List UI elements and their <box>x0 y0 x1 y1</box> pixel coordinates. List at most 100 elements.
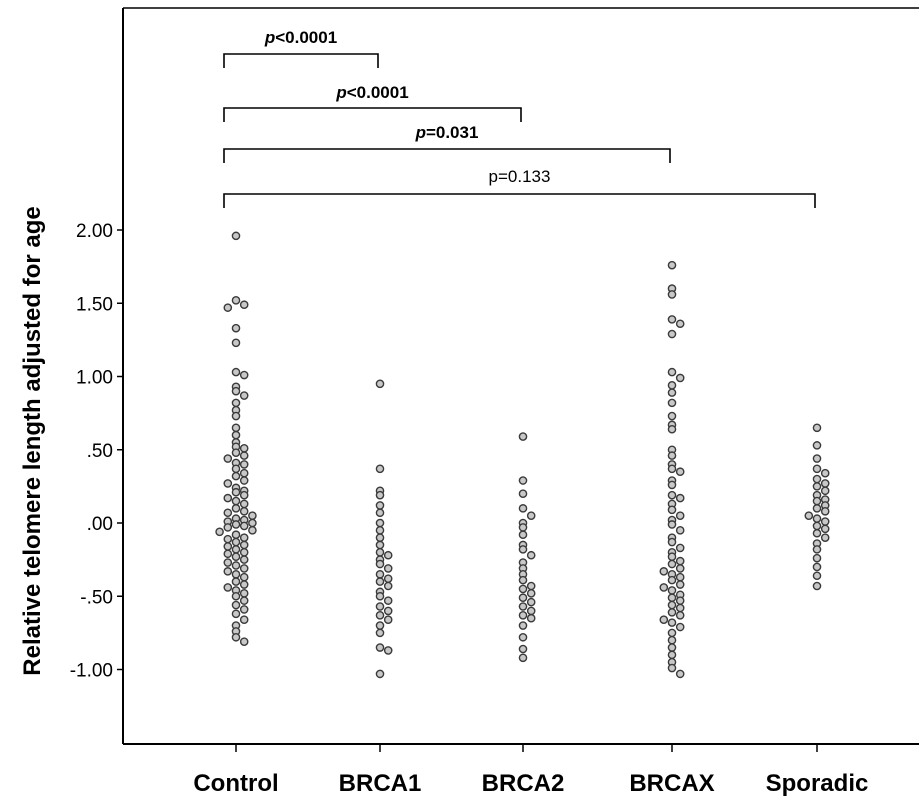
data-point-control <box>223 534 233 544</box>
data-point-brca1 <box>383 615 393 624</box>
data-point-control <box>239 391 249 400</box>
data-point-control <box>231 632 241 642</box>
data-point-control <box>231 430 241 440</box>
data-point-sporadic <box>812 454 822 463</box>
axes <box>117 7 919 752</box>
data-point-control <box>248 511 257 520</box>
data-point-control <box>239 596 249 605</box>
data-point-brcax <box>675 373 685 383</box>
data-point-brcax <box>667 600 677 610</box>
data-point-brcax <box>667 552 677 561</box>
data-point-brca1 <box>375 591 385 601</box>
data-point-brcax <box>667 424 677 434</box>
y-tick-label: .00 <box>87 514 113 535</box>
data-point-control <box>231 386 241 396</box>
data-point-sporadic <box>820 524 830 534</box>
y-tick-label: -.50 <box>80 587 113 608</box>
data-point-brca1 <box>375 540 385 550</box>
data-point-control <box>231 338 241 348</box>
data-point-brca1 <box>383 574 393 583</box>
data-point-brca1 <box>375 621 385 630</box>
data-point-brca1 <box>375 548 385 557</box>
data-point-brca1 <box>375 379 385 389</box>
data-point-brca2 <box>518 621 528 630</box>
data-point-brcax <box>667 329 677 339</box>
data-point-brca1 <box>383 564 393 573</box>
data-point-brca1 <box>375 533 385 542</box>
data-point-brca2 <box>518 523 528 532</box>
data-point-control <box>231 323 241 333</box>
data-point-control <box>231 296 241 305</box>
data-point-control <box>231 569 241 579</box>
data-point-control <box>231 591 241 601</box>
data-point-brcax <box>675 319 685 329</box>
data-point-control <box>239 564 249 573</box>
data-point-brca1 <box>375 577 385 586</box>
data-point-control <box>223 549 233 559</box>
data-point-brca2 <box>526 581 536 591</box>
data-point-control <box>231 496 241 506</box>
data-point-control <box>239 589 249 598</box>
x-category-label: BRCA1 <box>339 770 422 797</box>
data-point-brca2 <box>518 545 528 554</box>
data-point-control <box>239 506 249 516</box>
data-point-sporadic <box>812 423 822 433</box>
data-point-control <box>248 518 257 528</box>
data-point-control <box>223 493 233 503</box>
data-point-control <box>215 527 224 537</box>
data-point-control <box>231 487 241 497</box>
data-point-control <box>239 370 249 380</box>
data-point-brcax <box>667 618 677 627</box>
data-point-control <box>231 609 241 619</box>
data-point-sporadic <box>812 464 822 474</box>
data-point-control <box>239 490 249 500</box>
x-category-label: BRCAX <box>629 770 714 797</box>
comparison-p-value: p=0.031 <box>415 123 479 142</box>
data-point-control <box>239 451 249 460</box>
data-point-sporadic <box>812 553 822 563</box>
data-point-control <box>223 454 233 463</box>
data-point-brca2 <box>518 584 528 594</box>
data-point-brcax <box>667 315 677 324</box>
data-point-brca1 <box>375 559 385 569</box>
data-point-control <box>231 471 241 481</box>
comparison-p-value: p<0.0001 <box>335 83 408 102</box>
data-point-brcax <box>667 663 677 673</box>
data-point-brca1 <box>375 464 385 474</box>
data-point-brca1 <box>375 643 385 652</box>
data-point-brca2 <box>526 511 536 520</box>
data-point-brca1 <box>375 508 385 518</box>
x-category-label: Control <box>193 770 278 797</box>
data-point-brcax <box>667 559 677 569</box>
data-point-brca2 <box>526 613 536 623</box>
data-point-brca1 <box>375 569 385 579</box>
data-point-brcax <box>667 520 677 529</box>
data-point-control <box>239 476 249 485</box>
data-point-brcax <box>667 367 677 377</box>
data-point-control <box>231 231 241 241</box>
significance-brackets <box>223 53 816 208</box>
data-point-brcax <box>675 556 685 566</box>
data-point-control <box>239 555 249 564</box>
data-point-brca1 <box>375 669 385 679</box>
data-point-brcax <box>659 615 669 624</box>
data-point-control <box>239 443 249 453</box>
y-tick-label: 1.00 <box>76 368 113 389</box>
comparison-bracket <box>223 148 671 163</box>
data-point-sporadic <box>820 533 830 542</box>
data-point-brca2 <box>526 606 536 616</box>
data-point-brcax <box>667 586 677 595</box>
data-point-brcax <box>675 622 685 632</box>
data-point-brca1 <box>375 490 385 500</box>
data-point-brca2 <box>518 489 528 499</box>
data-point-control <box>231 530 241 540</box>
data-point-brcax <box>667 505 677 515</box>
data-point-brca1 <box>383 646 393 655</box>
data-point-control <box>223 583 233 592</box>
data-point-brcax <box>667 398 677 408</box>
data-point-brca2 <box>518 593 528 603</box>
data-point-control <box>231 545 241 554</box>
data-point-sporadic <box>812 521 822 531</box>
axis-labels: 2.00 1.50 1.00 .50 .00 -.50 -1.00 Control BRCA1 B… <box>19 28 868 797</box>
data-point-brcax <box>667 451 677 460</box>
